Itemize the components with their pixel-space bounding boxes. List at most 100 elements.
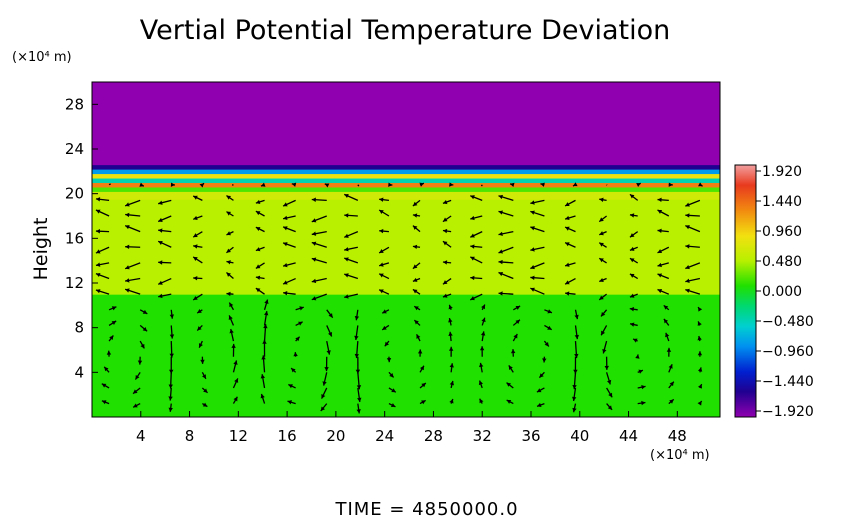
wind-vector-129 bbox=[381, 309, 390, 314]
colorbar bbox=[734, 164, 757, 418]
field-band-3 bbox=[92, 186, 720, 192]
wind-vector-32 bbox=[478, 380, 483, 389]
wind-vector-117 bbox=[629, 322, 638, 327]
wind-vector-102 bbox=[169, 325, 175, 339]
wind-vector-274 bbox=[530, 199, 545, 205]
wind-vector-189 bbox=[378, 262, 390, 267]
wind-vector-239 bbox=[685, 225, 701, 233]
wind-vector-69 bbox=[386, 356, 392, 363]
wind-vector-67 bbox=[324, 356, 329, 372]
wind-vector-270 bbox=[412, 199, 421, 207]
wind-vector-272 bbox=[470, 195, 483, 201]
wind-vector-249 bbox=[378, 209, 390, 217]
wind-vector-35 bbox=[572, 387, 577, 402]
wind-vector-6 bbox=[287, 400, 296, 405]
wind-vector-57 bbox=[637, 369, 644, 374]
field-band-1 bbox=[92, 199, 720, 295]
wind-vector-77 bbox=[635, 354, 640, 359]
wind-vector-277 bbox=[629, 193, 639, 201]
wind-vector-33 bbox=[506, 382, 514, 389]
wind-vector-7 bbox=[320, 403, 328, 412]
wind-vector-103 bbox=[196, 324, 203, 331]
wind-vector-230 bbox=[412, 225, 421, 233]
wind-vector-169 bbox=[378, 273, 390, 280]
wind-vector-206 bbox=[282, 242, 296, 248]
wind-vector-111 bbox=[448, 317, 453, 326]
wind-vector-278 bbox=[657, 197, 669, 203]
wind-vector-173 bbox=[498, 271, 514, 280]
wind-vector-63 bbox=[200, 356, 205, 364]
wind-vector-219 bbox=[685, 244, 700, 249]
colorbar-tick-label-4: 0.000 bbox=[762, 284, 802, 300]
y-axis-label: Height bbox=[30, 218, 52, 281]
wind-vector-36 bbox=[606, 387, 613, 398]
wind-vector-139 bbox=[697, 306, 703, 312]
wind-vector-204 bbox=[226, 246, 234, 254]
wind-vector-175 bbox=[564, 277, 576, 285]
wind-vector-131 bbox=[448, 304, 453, 311]
temperature-field bbox=[92, 82, 720, 417]
wind-vector-92 bbox=[480, 331, 486, 342]
wind-vector-199 bbox=[685, 262, 701, 270]
wind-vector-97 bbox=[632, 338, 638, 343]
wind-vector-52 bbox=[479, 362, 484, 373]
x-tick-label-36: 36 bbox=[521, 427, 540, 445]
wind-vector-15 bbox=[572, 403, 577, 413]
wind-vector-124 bbox=[228, 302, 235, 311]
wind-vector-81 bbox=[139, 340, 145, 349]
wind-vector-288 bbox=[357, 184, 360, 187]
wind-vector-164 bbox=[226, 272, 234, 280]
wind-vector-247 bbox=[311, 215, 327, 223]
wind-vector-0 bbox=[101, 400, 110, 405]
x-axis-ticks: 4 8 12 16 20 24 28 32 36 40 44 48 bbox=[136, 411, 687, 445]
wind-vector-5 bbox=[260, 393, 266, 404]
wind-vector-78 bbox=[666, 347, 672, 357]
wind-vector-246 bbox=[282, 215, 296, 221]
wind-vector-253 bbox=[498, 210, 514, 217]
wind-vector-222 bbox=[158, 228, 172, 233]
wind-vector-108 bbox=[354, 325, 359, 341]
wind-vector-156 bbox=[598, 293, 607, 301]
wind-vector-223 bbox=[192, 231, 203, 238]
wind-vector-177 bbox=[629, 273, 639, 280]
wind-vector-20 bbox=[101, 383, 110, 389]
x-tick-label-20: 20 bbox=[326, 427, 345, 445]
wind-vector-250 bbox=[412, 213, 421, 218]
wind-vector-119 bbox=[697, 321, 702, 326]
wind-vector-179 bbox=[685, 277, 701, 283]
wind-vector-4 bbox=[232, 396, 238, 404]
wind-vector-220 bbox=[95, 229, 110, 234]
colorbar-tick-label-6: −0.960 bbox=[762, 344, 814, 360]
wind-vector-65 bbox=[262, 339, 267, 357]
wind-vector-267 bbox=[311, 197, 327, 202]
x-tick-label-48: 48 bbox=[668, 427, 687, 445]
wind-vector-11 bbox=[449, 398, 454, 404]
wind-vector-91 bbox=[448, 331, 453, 342]
wind-vector-268 bbox=[343, 193, 359, 201]
wind-vector-98 bbox=[665, 332, 670, 342]
wind-vector-242 bbox=[157, 215, 172, 223]
wind-vector-218 bbox=[657, 246, 670, 254]
wind-vector-40 bbox=[103, 366, 110, 373]
wind-vector-252 bbox=[470, 215, 483, 221]
colorbar-tick-label-7: −1.440 bbox=[762, 374, 814, 390]
wind-vector-180 bbox=[95, 262, 110, 267]
wind-vector-166 bbox=[282, 277, 296, 285]
y-tick-label-24: 24 bbox=[65, 140, 84, 158]
wind-vector-174 bbox=[530, 275, 545, 280]
wind-vector-83 bbox=[198, 340, 203, 348]
wind-vector-297 bbox=[636, 182, 642, 187]
wind-vector-59 bbox=[697, 367, 703, 373]
colorbar-tick-label-1: 1.440 bbox=[762, 194, 802, 210]
x-tick-label-4: 4 bbox=[136, 427, 146, 445]
wind-vector-225 bbox=[255, 226, 265, 233]
wind-vector-127 bbox=[326, 309, 334, 319]
wind-vector-16 bbox=[606, 403, 613, 411]
wind-vector-182 bbox=[158, 260, 172, 265]
wind-vector-72 bbox=[479, 346, 485, 357]
wind-vector-294 bbox=[540, 182, 545, 187]
wind-vector-181 bbox=[124, 262, 141, 270]
wind-vector-152 bbox=[470, 293, 483, 301]
wind-vector-30 bbox=[419, 382, 427, 389]
wind-vector-228 bbox=[343, 231, 359, 238]
